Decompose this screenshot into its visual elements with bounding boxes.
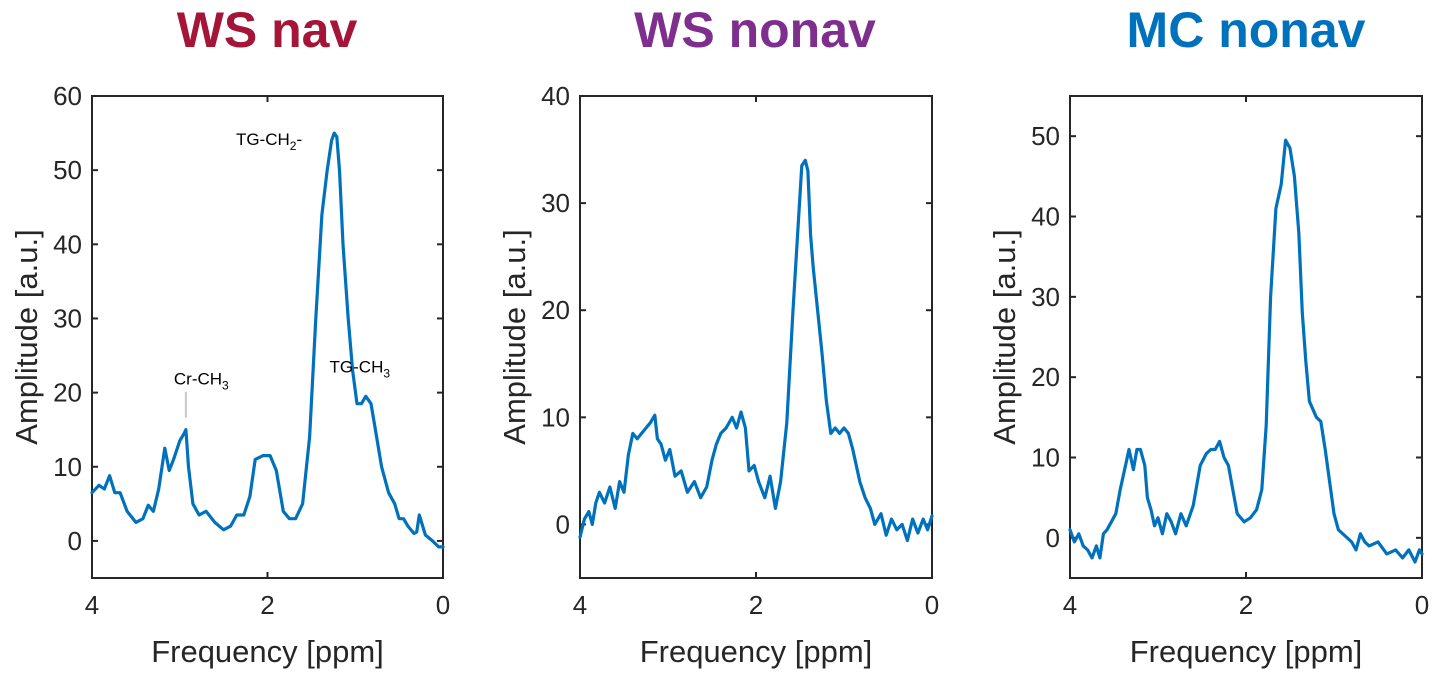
y-axis-label: Amplitude [a.u.] [9, 229, 44, 444]
peak-annotation: Cr-CH3 [174, 370, 229, 393]
x-tick-label: 0 [925, 590, 939, 620]
y-tick-label: 10 [1031, 443, 1060, 473]
annotation-subscript: 3 [383, 367, 390, 381]
y-tick-label: 50 [1031, 121, 1060, 151]
spectrum-line [1068, 138, 1424, 564]
x-axis-label: Frequency [ppm] [640, 634, 873, 669]
y-axis-label: Amplitude [a.u.] [497, 229, 532, 444]
spectrum-line [90, 131, 445, 549]
y-tick-label: 20 [53, 378, 82, 408]
y-tick-label: 40 [1031, 202, 1060, 232]
y-tick-label: 10 [53, 452, 82, 482]
x-tick-label: 0 [1415, 590, 1429, 620]
y-tick-label: 30 [541, 188, 570, 218]
x-tick-label: 2 [260, 590, 274, 620]
x-tick-label: 2 [749, 590, 763, 620]
annotation-subscript: 3 [222, 379, 229, 393]
peak-annotation: TG-CH3 [330, 358, 391, 381]
x-tick-label: 2 [1239, 590, 1253, 620]
panel-title: MC nonav [1127, 2, 1366, 58]
y-tick-label: 60 [53, 81, 82, 111]
panel-title: WS nonav [634, 2, 876, 58]
y-tick-label: 30 [1031, 282, 1060, 312]
x-tick-label: 0 [436, 590, 450, 620]
y-tick-label: 20 [541, 295, 570, 325]
y-tick-label: 20 [1031, 362, 1060, 392]
spectrum-line [578, 158, 934, 543]
annotation-suffix: - [296, 130, 302, 149]
panel-title: WS nav [177, 2, 358, 58]
y-tick-label: 0 [68, 526, 82, 556]
annotation-base: Cr-CH [174, 370, 222, 389]
annotation-base: TG-CH [236, 130, 290, 149]
y-tick-label: 40 [53, 229, 82, 259]
y-tick-label: 50 [53, 155, 82, 185]
y-tick-label: 0 [1046, 523, 1060, 553]
annotation-base: TG-CH [330, 358, 384, 377]
peak-annotation: TG-CH2- [236, 130, 302, 153]
x-tick-label: 4 [1063, 590, 1077, 620]
y-tick-label: 10 [541, 402, 570, 432]
x-axis-label: Frequency [ppm] [151, 634, 384, 669]
x-axis-label: Frequency [ppm] [1130, 634, 1363, 669]
y-tick-label: 40 [541, 81, 570, 111]
y-tick-label: 30 [53, 303, 82, 333]
x-tick-label: 4 [573, 590, 587, 620]
annotation-subscript: 2 [290, 139, 297, 153]
y-axis-label: Amplitude [a.u.] [987, 229, 1022, 444]
y-tick-label: 0 [556, 509, 570, 539]
x-tick-label: 4 [85, 590, 99, 620]
